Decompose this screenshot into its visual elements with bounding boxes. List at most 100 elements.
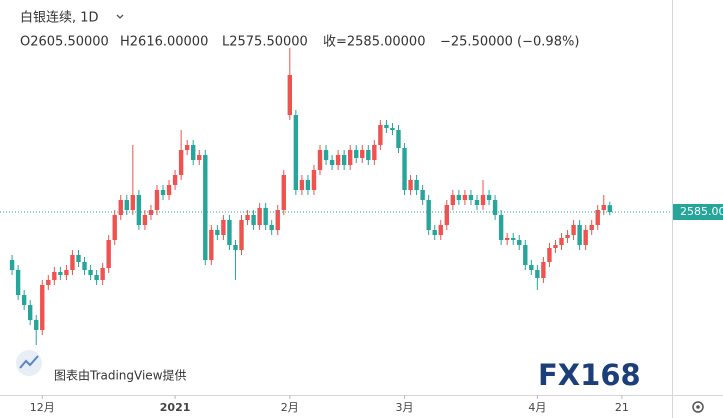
candle-body (402, 148, 407, 190)
ohlc-change: −25.50000 (−0.98%) (440, 35, 579, 50)
candle-body (323, 150, 329, 160)
candle-body (70, 255, 75, 270)
candle-body (372, 145, 377, 160)
candle-body (529, 265, 534, 270)
x-tick-label: 4月 (528, 401, 546, 414)
candle-body (498, 215, 504, 240)
candle-body (547, 248, 552, 262)
candle-body (269, 225, 274, 230)
last-price-box (673, 204, 723, 220)
candle-body (257, 208, 262, 225)
candle-body (251, 215, 256, 225)
plot-area (9, 48, 613, 345)
gear[interactable] (692, 401, 704, 413)
candle-body (197, 155, 202, 160)
candle-body (535, 270, 540, 278)
candle-body (94, 275, 99, 280)
candle-body (347, 150, 353, 165)
candle-body (492, 200, 498, 215)
candle-body (21, 295, 27, 305)
candle-body (160, 190, 166, 195)
candle-body (305, 180, 311, 190)
gear-center[interactable] (696, 405, 700, 409)
candle-body (329, 160, 335, 165)
candle-body (384, 125, 389, 128)
candle-body (9, 260, 15, 270)
candle-body (191, 145, 196, 160)
candle-body (335, 155, 341, 165)
candle-body (595, 210, 600, 225)
candle-body (178, 150, 184, 175)
candle-body (390, 128, 395, 130)
candle-body (396, 130, 401, 148)
candle-body (480, 195, 486, 205)
candle-body (215, 230, 220, 235)
candle-body (287, 75, 293, 115)
settings-icon[interactable] (692, 401, 704, 413)
candle-body (124, 200, 129, 210)
candle-body (360, 150, 365, 158)
candle-body (82, 262, 87, 270)
candle-body (366, 150, 371, 160)
ohlc-low: L2575.50000 (222, 35, 308, 50)
candle-body (221, 220, 226, 235)
candle-body (438, 225, 443, 235)
candle-body (420, 190, 425, 200)
x-tick-label: 2月 (281, 401, 299, 414)
candle-body (504, 238, 510, 240)
candle-body (118, 200, 123, 215)
candle-body (317, 150, 323, 170)
candle-body (559, 238, 564, 245)
x-tick-label: 12月 (30, 401, 55, 414)
candle-body (142, 215, 148, 225)
candle-body (426, 200, 431, 230)
candle-body (541, 262, 546, 278)
x-tick-label: 3月 (396, 401, 414, 414)
candle-body (52, 272, 57, 280)
candle-body (450, 195, 456, 205)
candle-body (233, 245, 238, 250)
chevron[interactable] (116, 14, 124, 19)
candle-body (565, 235, 570, 238)
candle-body (203, 155, 208, 260)
symbol-title: 白银连续, 1D (20, 10, 99, 26)
candle-body (583, 230, 588, 245)
candle-body (486, 195, 492, 200)
ohlc-close: 收=2585.00000 (323, 35, 425, 50)
candle-body (227, 220, 232, 245)
candle-body (27, 305, 33, 320)
logo: FX168 (538, 358, 641, 392)
candle-body (106, 240, 111, 268)
candle-body (34, 320, 39, 330)
candle-body (166, 185, 172, 195)
candle-body (88, 270, 93, 275)
candle-body (172, 175, 178, 185)
candle-body (354, 150, 359, 158)
candle-body (275, 210, 280, 230)
x-tick-label: 21 (615, 401, 629, 414)
candle-body (209, 230, 214, 260)
watermark: 图表由TradingView提供 (54, 368, 187, 383)
candle-body (40, 285, 45, 330)
candle-body (571, 225, 576, 235)
candle-body (245, 215, 250, 220)
candle-body (239, 220, 244, 250)
candle-body (432, 230, 437, 235)
tv-icon-line (19, 355, 39, 369)
candle-body (474, 200, 480, 205)
candle-body (184, 145, 190, 150)
candle-body (414, 180, 419, 190)
candle-body (444, 205, 449, 225)
candle-body (130, 195, 136, 210)
candle-body (468, 195, 474, 200)
candle-body (100, 268, 105, 280)
candle-body (408, 180, 413, 190)
candle-body (136, 195, 142, 225)
last-price-label: 2585.00 (680, 205, 723, 218)
candle-body (601, 205, 606, 210)
candle-body (58, 272, 63, 275)
candle-body (293, 115, 299, 190)
candle-body (456, 195, 462, 200)
candle-body (15, 270, 21, 295)
